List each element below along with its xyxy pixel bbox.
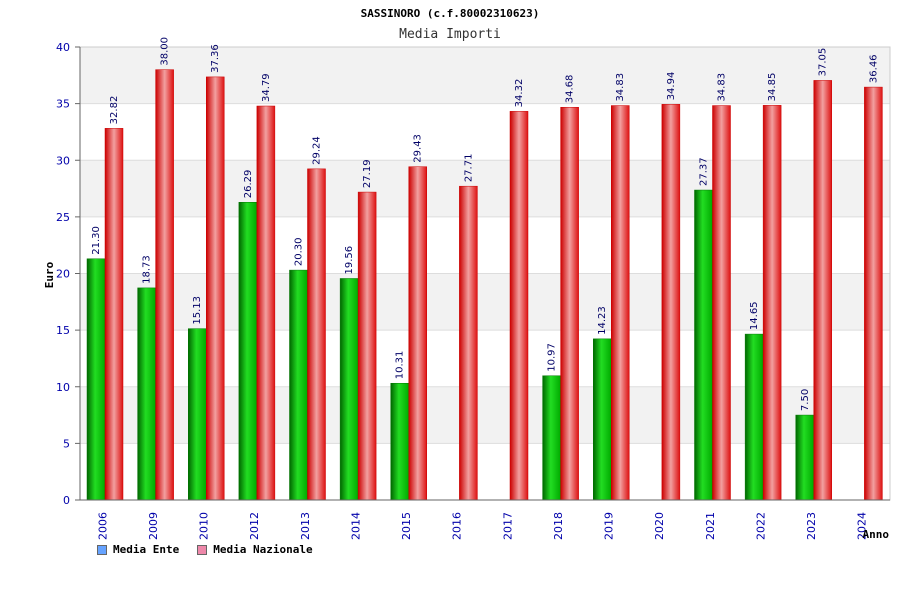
bar-media-ente-2015 bbox=[390, 382, 409, 501]
data-label: 19.56 bbox=[344, 246, 355, 275]
data-label: 29.24 bbox=[312, 136, 323, 165]
bar-media-nazionale-2022 bbox=[762, 105, 782, 501]
data-label: 34.94 bbox=[666, 72, 677, 101]
bar-media-nazionale-2016 bbox=[459, 185, 478, 501]
data-label: 36.46 bbox=[868, 54, 879, 83]
data-label: 34.68 bbox=[565, 75, 576, 104]
data-label: 34.83 bbox=[615, 73, 626, 102]
x-tick-label: 2019 bbox=[603, 512, 616, 540]
chart-title: SASSINORO (c.f.80002310623) bbox=[361, 7, 540, 20]
y-tick-label: 10 bbox=[56, 381, 70, 394]
data-label: 29.43 bbox=[413, 134, 424, 163]
y-tick-label: 0 bbox=[63, 494, 70, 507]
legend-item-media-ente: Media Ente bbox=[97, 543, 179, 556]
x-tick-label: 2018 bbox=[552, 512, 565, 540]
bar-media-ente-2010 bbox=[188, 328, 207, 501]
x-axis-label: Anno bbox=[863, 528, 890, 541]
bar-media-nazionale-2015 bbox=[408, 166, 427, 501]
x-tick-label: 2016 bbox=[451, 512, 464, 540]
data-label: 18.73 bbox=[142, 255, 153, 284]
bar-media-nazionale-2021 bbox=[712, 105, 731, 501]
y-tick-label: 25 bbox=[56, 211, 70, 224]
bar-media-ente-2021 bbox=[694, 189, 713, 501]
data-label: 34.85 bbox=[767, 73, 778, 102]
x-tick-label: 2012 bbox=[248, 512, 261, 540]
x-tick-label: 2023 bbox=[805, 512, 818, 540]
y-axis-label: Euro bbox=[43, 261, 56, 288]
bar-media-ente-2019 bbox=[593, 338, 612, 501]
x-axis: 2006 2009 2010 2012 2013 2014 2015 2016 2017 2018… bbox=[80, 499, 890, 540]
x-tick-label: 2024 bbox=[856, 512, 869, 540]
y-tick-label: 20 bbox=[56, 268, 70, 281]
bar-media-ente-2022 bbox=[744, 333, 764, 501]
legend-label-media-ente: Media Ente bbox=[113, 543, 180, 556]
data-label: 15.13 bbox=[192, 296, 203, 325]
legend-label-media-nazionale: Media Nazionale bbox=[213, 543, 313, 556]
data-label: 34.79 bbox=[261, 73, 272, 102]
x-tick-label: 2010 bbox=[198, 512, 211, 540]
data-label: 27.37 bbox=[699, 157, 710, 186]
data-label: 10.31 bbox=[395, 351, 406, 380]
x-tick-label: 2013 bbox=[299, 512, 312, 540]
legend-swatch-media-nazionale bbox=[197, 544, 208, 555]
data-label: 7.50 bbox=[800, 389, 811, 411]
data-label: 37.36 bbox=[210, 44, 221, 73]
bar-media-nazionale-2020 bbox=[661, 104, 681, 501]
bar-media-nazionale-2010 bbox=[206, 76, 225, 501]
bar-media-nazionale-2014 bbox=[357, 191, 377, 501]
data-label: 10.97 bbox=[547, 343, 558, 372]
bar-media-nazionale-2023 bbox=[813, 80, 832, 501]
bar-media-nazionale-2017 bbox=[509, 111, 529, 501]
y-tick-label: 30 bbox=[56, 154, 70, 167]
data-label: 32.82 bbox=[109, 96, 120, 125]
x-tick-label: 2017 bbox=[501, 512, 514, 540]
bars: 21.30 32.82 18.73 38.00 15.13 37.36 26.29 34.79… bbox=[86, 37, 883, 501]
bar-media-nazionale-2019 bbox=[611, 105, 630, 501]
bar-media-nazionale-2012 bbox=[256, 105, 276, 501]
legend-swatch-media-ente bbox=[97, 544, 107, 555]
bar-media-nazionale-2024 bbox=[864, 86, 883, 501]
y-axis: 0 5 10 15 20 25 30 35 40 bbox=[56, 41, 81, 507]
data-label: 14.23 bbox=[597, 306, 608, 335]
data-label: 20.30 bbox=[294, 237, 305, 266]
data-label: 38.00 bbox=[160, 37, 171, 66]
x-tick-label: 2006 bbox=[96, 512, 109, 540]
bar-media-ente-2013 bbox=[289, 269, 308, 501]
chart-subtitle: Media Importi bbox=[399, 27, 501, 42]
legend-item-media-nazionale: Media Nazionale bbox=[197, 543, 313, 556]
y-tick-label: 15 bbox=[56, 324, 70, 337]
bar-media-ente-2009 bbox=[137, 287, 156, 501]
data-label: 27.19 bbox=[362, 159, 373, 188]
legend: Media Ente Media Nazionale bbox=[97, 543, 313, 556]
data-label: 26.29 bbox=[243, 170, 254, 199]
x-tick-label: 2009 bbox=[147, 512, 160, 540]
bar-media-nazionale-2013 bbox=[307, 168, 326, 501]
data-label: 21.30 bbox=[91, 226, 102, 255]
bar-media-ente-2006 bbox=[86, 258, 106, 501]
data-label: 14.65 bbox=[749, 301, 760, 330]
y-tick-label: 40 bbox=[56, 41, 70, 54]
bar-media-ente-2023 bbox=[795, 414, 814, 501]
x-tick-label: 2014 bbox=[349, 512, 362, 540]
bar-media-nazionale-2009 bbox=[155, 69, 174, 501]
y-tick-label: 5 bbox=[63, 437, 70, 450]
bar-media-ente-2012 bbox=[238, 202, 258, 501]
bar-media-ente-2018 bbox=[542, 375, 561, 501]
x-tick-label: 2021 bbox=[704, 512, 717, 540]
bar-media-nazionale-2018 bbox=[560, 106, 579, 501]
data-label: 34.32 bbox=[514, 79, 525, 108]
x-tick-label: 2015 bbox=[400, 512, 413, 540]
bar-media-ente-2014 bbox=[339, 278, 359, 501]
y-tick-label: 35 bbox=[56, 98, 70, 111]
x-tick-label: 2020 bbox=[653, 512, 666, 540]
data-label: 37.05 bbox=[818, 48, 829, 77]
x-tick-label: 2022 bbox=[754, 512, 767, 540]
data-label: 34.83 bbox=[717, 73, 728, 102]
data-label: 27.71 bbox=[463, 154, 474, 183]
bar-media-nazionale-2006 bbox=[104, 128, 124, 501]
